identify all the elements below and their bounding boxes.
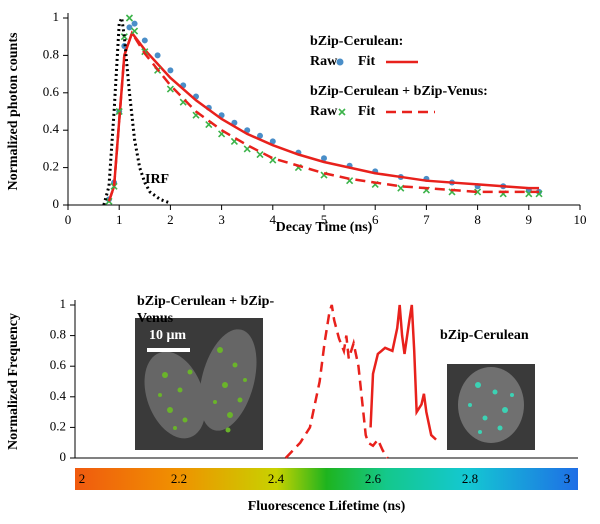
y-tick-label: 0.6 <box>43 84 60 99</box>
x-tick-label: 3 <box>218 212 225 227</box>
x-tick-label: 0 <box>65 212 72 227</box>
series-label: bZip-Cerulean <box>440 328 529 343</box>
x-tick-label: 9 <box>526 212 533 227</box>
marker <box>130 27 139 35</box>
micrograph <box>447 364 535 450</box>
marker <box>474 188 482 196</box>
series-label: IRF <box>145 172 169 187</box>
marker <box>141 37 148 44</box>
y-tick-label: 0 <box>53 196 60 211</box>
line <box>107 30 540 202</box>
legend-swatch <box>338 108 346 116</box>
marker <box>154 52 161 59</box>
x-tick-label: 10 <box>574 212 587 227</box>
x-tick-label: 2 <box>167 212 174 227</box>
x-tick-label: 2 <box>79 471 86 486</box>
y-axis-label: Normalized Frequency <box>6 313 21 450</box>
marker <box>321 155 327 162</box>
marker <box>115 107 123 116</box>
legend-title: bZip-Cerulean: <box>310 34 403 49</box>
marker <box>131 20 138 27</box>
marker <box>120 33 128 41</box>
x-tick-label: 2.4 <box>268 471 285 486</box>
x-tick-label: 1 <box>116 212 123 227</box>
x-tick-label: 2.2 <box>171 471 187 486</box>
y-tick-label: 0 <box>60 449 67 464</box>
x-tick-label: 2.6 <box>365 471 382 486</box>
y-tick-label: 1 <box>60 296 67 311</box>
marker <box>166 85 174 93</box>
marker <box>257 132 263 139</box>
legend-title: bZip-Cerulean + bZip-Venus: <box>310 84 488 99</box>
series-label: bZip-Cerulean + bZip-Venus <box>137 294 275 326</box>
legend-label: Fit <box>358 54 375 69</box>
line <box>102 12 171 206</box>
y-axis-label: Normalized photon counts <box>6 32 21 190</box>
marker <box>125 14 134 22</box>
y-tick-label: 0.6 <box>50 357 67 372</box>
y-tick-label: 0.4 <box>50 388 67 403</box>
micrograph <box>135 318 263 450</box>
y-tick-label: 0.4 <box>43 121 60 136</box>
y-tick-label: 0.8 <box>43 46 59 61</box>
y-tick-label: 1 <box>53 9 60 24</box>
marker <box>397 184 405 192</box>
x-tick-label: 2.8 <box>462 471 478 486</box>
x-axis-label: Decay Time (ns) <box>276 220 373 235</box>
line <box>107 30 540 202</box>
colorbar <box>75 468 578 490</box>
legend-swatch <box>336 58 344 66</box>
x-tick-label: 6 <box>372 212 379 227</box>
legend-label: Raw <box>310 104 338 119</box>
marker <box>126 24 133 31</box>
marker <box>110 182 118 190</box>
x-tick-label: 5 <box>321 212 328 227</box>
x-tick-label: 4 <box>270 212 277 227</box>
marker <box>167 67 174 74</box>
line <box>284 304 389 459</box>
x-tick-label: 7 <box>423 212 430 227</box>
marker <box>256 150 264 159</box>
x-axis-label: Fluorescence Lifetime (ns) <box>248 499 406 514</box>
y-tick-label: 0.8 <box>50 327 66 342</box>
marker <box>269 138 276 145</box>
x-tick-label: 3 <box>564 471 571 486</box>
scale-bar-label: 10 μm <box>149 328 186 343</box>
y-tick-label: 0.2 <box>43 159 59 174</box>
legend-label: Fit <box>358 104 375 119</box>
y-tick-label: 0.2 <box>50 418 66 433</box>
x-tick-label: 8 <box>474 212 481 227</box>
line <box>369 304 437 441</box>
legend-label: Raw <box>310 54 338 69</box>
